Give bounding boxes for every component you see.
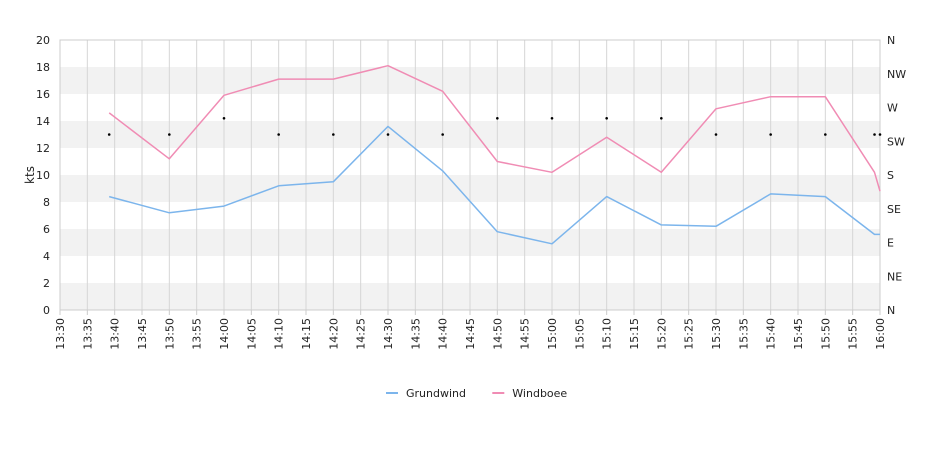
series-lines xyxy=(108,64,881,245)
x-tick-label: 14:15 xyxy=(300,318,313,350)
x-tick-label: 15:35 xyxy=(737,318,750,350)
legend: Grundwind Windboee xyxy=(386,387,567,400)
x-tick-label: 13:45 xyxy=(136,318,149,350)
direction-tick-label: NW xyxy=(887,68,906,81)
legend-label: Grundwind xyxy=(406,387,466,400)
y-tick-label: 12 xyxy=(36,142,50,155)
x-tick-label: 14:05 xyxy=(245,318,258,350)
x-tick-label: 14:20 xyxy=(327,318,340,350)
x-tick-label: 15:55 xyxy=(847,318,860,350)
x-tick-label: 14:50 xyxy=(491,318,504,350)
x-tick-label: 15:25 xyxy=(683,318,696,350)
direction-marker xyxy=(769,133,772,136)
direction-marker xyxy=(605,117,608,120)
y-tick-label: 18 xyxy=(36,61,50,74)
direction-marker xyxy=(277,133,280,136)
y-axis-left: 0 2 4 6 8 10 12 14 16 18 20 xyxy=(36,34,50,317)
direction-tick-label: NE xyxy=(887,270,902,283)
x-tick-label: 15:30 xyxy=(710,318,723,350)
x-tick-label: 15:40 xyxy=(765,318,778,350)
y-tick-label: 8 xyxy=(43,196,50,209)
legend-item-windboee[interactable]: Windboee xyxy=(492,387,567,400)
direction-marker xyxy=(714,133,718,136)
y-tick-label: 6 xyxy=(43,223,50,236)
direction-tick-label: SW xyxy=(887,135,905,148)
y-axis-right: N NE E SE S SW W NW N xyxy=(887,34,906,317)
direction-marker xyxy=(386,133,390,136)
series-line-grundwind xyxy=(109,125,880,245)
x-tick-label: 14:40 xyxy=(437,318,450,350)
direction-marker xyxy=(878,133,882,136)
x-tick-label: 15:00 xyxy=(546,318,559,350)
x-tick-label: 14:45 xyxy=(464,318,477,350)
direction-tick-label: SE xyxy=(887,203,901,216)
direction-tick-label: N xyxy=(887,304,895,317)
y-tick-label: 2 xyxy=(43,277,50,290)
x-tick-label: 14:25 xyxy=(355,318,368,350)
direction-marker xyxy=(496,117,499,120)
y-tick-label: 4 xyxy=(43,250,50,263)
direction-marker xyxy=(107,133,111,136)
x-tick-label: 15:20 xyxy=(655,318,668,350)
y-tick-label: 10 xyxy=(36,169,50,182)
legend-item-grundwind[interactable]: Grundwind xyxy=(386,387,466,400)
x-tick-label: 13:35 xyxy=(81,318,94,350)
direction-marker xyxy=(441,133,444,136)
direction-marker xyxy=(873,133,876,136)
legend-label: Windboee xyxy=(512,387,567,400)
direction-tick-label: W xyxy=(887,102,898,115)
x-tick-label: 13:30 xyxy=(54,318,67,350)
direction-marker xyxy=(824,133,827,136)
y-tick-label: 16 xyxy=(36,88,50,101)
x-tick-label: 14:55 xyxy=(519,318,532,350)
x-tick-label: 14:35 xyxy=(409,318,422,350)
x-tick-label: 14:10 xyxy=(273,318,286,350)
x-tick-label: 15:45 xyxy=(792,318,805,350)
x-tick-label: 13:50 xyxy=(163,318,176,350)
x-tick-label: 13:40 xyxy=(109,318,122,350)
x-tick-label: 15:05 xyxy=(573,318,586,350)
x-axis: 13:30 13:35 13:40 13:45 13:50 13:55 14:00 14:05… xyxy=(54,310,887,350)
x-tick-label: 15:50 xyxy=(819,318,832,350)
x-tick-label: 14:00 xyxy=(218,318,231,350)
y-axis-title: kts xyxy=(23,166,37,184)
y-tick-label: 14 xyxy=(36,115,50,128)
direction-tick-label: S xyxy=(887,169,894,182)
direction-marker xyxy=(168,133,171,136)
direction-marker xyxy=(660,117,663,120)
direction-marker xyxy=(222,117,226,120)
direction-markers xyxy=(107,117,882,136)
x-tick-label: 14:30 xyxy=(382,318,395,350)
x-tick-label: 15:15 xyxy=(628,318,641,350)
series-line-windboee xyxy=(108,64,881,192)
direction-tick-label: E xyxy=(887,237,894,250)
direction-tick-label: N xyxy=(887,34,895,47)
x-tick-label: 15:10 xyxy=(601,318,614,350)
x-tick-label: 13:55 xyxy=(191,318,204,350)
x-tick-label: 16:00 xyxy=(874,318,887,350)
direction-marker xyxy=(550,117,554,120)
y-tick-label: 0 xyxy=(43,304,50,317)
y-tick-label: 20 xyxy=(36,34,50,47)
direction-marker xyxy=(332,133,335,136)
